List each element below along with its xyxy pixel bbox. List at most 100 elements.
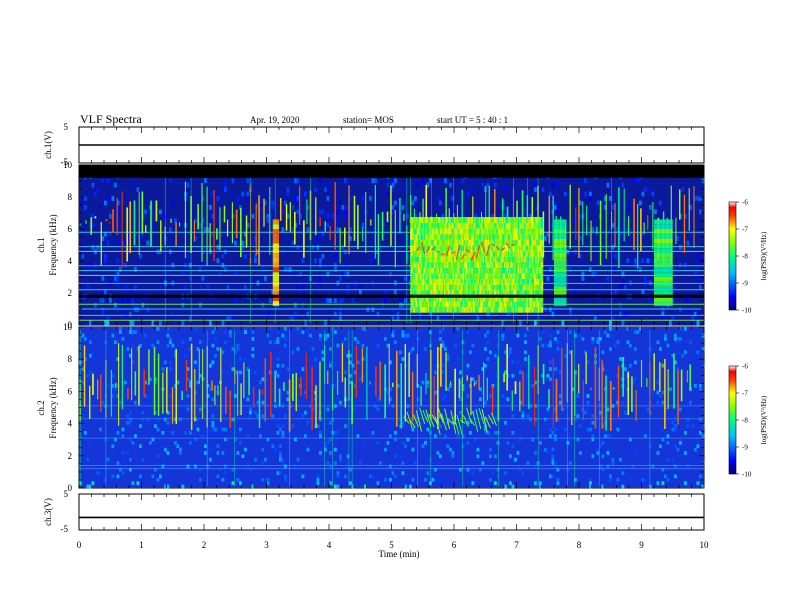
spectrogram-cell <box>341 205 345 210</box>
spectrogram-cell <box>231 467 235 472</box>
spectrogram-cell <box>176 380 180 385</box>
spectrogram-cell <box>426 427 430 432</box>
broadband-burst-cell <box>470 284 472 291</box>
spectrogram-cell <box>586 360 590 365</box>
broadband-burst-cell <box>495 284 497 291</box>
broadband-burst-cell <box>489 267 491 274</box>
broadband-burst-cell <box>521 295 524 302</box>
ch2-freq-tick-label: 4 <box>68 419 73 429</box>
broadband-burst-cell <box>439 273 441 280</box>
broadband-burst-cell <box>514 233 516 240</box>
broadband-burst-cell <box>485 261 487 268</box>
spectrogram-cell <box>206 384 210 388</box>
time-tick-label: 5 <box>389 540 394 550</box>
broadband-burst-cell <box>494 289 496 296</box>
broadband-burst-cell <box>474 261 476 268</box>
broadband-burst-cell <box>536 217 539 224</box>
tone-burst-cell <box>554 291 567 297</box>
spectrogram-cell <box>554 437 557 442</box>
spectrogram-cell <box>634 347 637 351</box>
spectrogram-cell <box>489 394 492 398</box>
spectrogram-cell <box>284 267 287 272</box>
tone-burst-cell <box>554 272 567 277</box>
spectrogram-cell <box>634 377 637 381</box>
broadband-burst-cell <box>424 306 426 313</box>
spectrogram-cell <box>411 347 415 351</box>
broadband-burst-cell <box>416 301 419 308</box>
broadband-burst-cell <box>517 295 520 302</box>
broadband-burst-cell <box>442 233 445 240</box>
spectrogram-cell <box>199 407 202 412</box>
spectrogram-cell <box>394 474 397 479</box>
broadband-burst-cell <box>496 295 499 302</box>
spectrogram-cell <box>111 394 115 398</box>
broadband-burst-cell <box>440 233 442 240</box>
broadband-burst-cell <box>474 301 476 308</box>
broadband-burst-cell <box>511 278 514 285</box>
spectrogram-cell <box>526 373 530 378</box>
broadband-burst-cell <box>510 261 512 268</box>
broadband-burst-cell <box>520 267 522 274</box>
broadband-burst-cell <box>510 289 512 296</box>
broadband-burst-cell <box>419 245 421 252</box>
spectrogram-cell <box>619 302 622 308</box>
spectrogram-cell <box>189 380 192 385</box>
broadband-burst-cell <box>446 228 449 235</box>
spectrogram-cell <box>391 205 395 210</box>
spectrogram-cell <box>321 209 325 215</box>
broadband-burst-cell <box>532 239 535 246</box>
broadband-burst-cell <box>532 273 535 280</box>
broadband-burst-cell <box>501 239 504 246</box>
broadband-burst-cell <box>426 306 429 313</box>
broadband-burst-cell <box>476 301 479 308</box>
broadband-burst-cell <box>435 228 437 235</box>
spectrogram-cell <box>331 213 335 219</box>
broadband-burst-cell <box>484 301 486 308</box>
spectrogram-cell <box>174 347 177 351</box>
spectrogram-cell <box>394 289 397 295</box>
spectrogram-cell <box>189 430 192 435</box>
spectrogram-cell <box>406 236 410 241</box>
broadband-burst-cell <box>446 245 449 252</box>
broadband-burst-cell <box>439 228 441 235</box>
spectrogram-cell <box>574 289 577 295</box>
broadband-burst-cell <box>475 233 477 240</box>
spectrogram-cell <box>156 477 160 482</box>
broadband-burst-cell <box>492 301 495 308</box>
spectrogram-cell <box>489 477 492 482</box>
broadband-burst-cell <box>525 228 527 235</box>
broadband-burst-cell <box>444 233 446 240</box>
spectrogram-cell <box>286 267 290 272</box>
broadband-burst-cell <box>460 306 462 313</box>
burst-emission <box>445 245 451 257</box>
spectrogram-cell <box>276 430 280 435</box>
broadband-burst-cell <box>450 217 452 224</box>
spectrogram-cell <box>651 390 655 395</box>
spectrogram-cell <box>221 320 225 326</box>
broadband-burst-cell <box>530 228 532 235</box>
broadband-burst-cell <box>431 222 434 229</box>
broadband-burst-cell <box>500 273 502 280</box>
broadband-burst-cell <box>440 295 442 302</box>
broadband-burst-cell <box>411 261 414 268</box>
broadband-burst-cell <box>512 261 515 268</box>
spectrogram-cell <box>276 337 280 341</box>
broadband-burst-cell <box>471 301 474 308</box>
spectrogram-cell <box>479 387 482 392</box>
spectrogram-cell <box>279 457 282 462</box>
broadband-burst-cell <box>491 239 494 246</box>
spectrogram-cell <box>661 427 665 432</box>
spectrogram-cell <box>604 434 607 438</box>
broadband-burst-cell <box>535 289 537 296</box>
broadband-burst-cell <box>520 222 522 229</box>
broadband-burst-cell <box>524 250 526 257</box>
broadband-burst-cell <box>527 233 530 240</box>
spectrogram-cell <box>221 253 225 259</box>
broadband-burst-cell <box>414 250 416 257</box>
broadband-burst-cell <box>436 301 439 308</box>
broadband-burst-cell <box>455 217 457 224</box>
broadband-burst-cell <box>456 256 459 263</box>
spectrogram-cell <box>331 384 335 388</box>
broadband-burst-cell <box>511 239 514 246</box>
spectrogram-cell <box>339 307 342 312</box>
